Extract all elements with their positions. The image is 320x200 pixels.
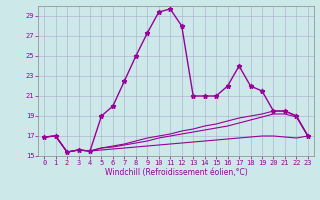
X-axis label: Windchill (Refroidissement éolien,°C): Windchill (Refroidissement éolien,°C) (105, 168, 247, 177)
